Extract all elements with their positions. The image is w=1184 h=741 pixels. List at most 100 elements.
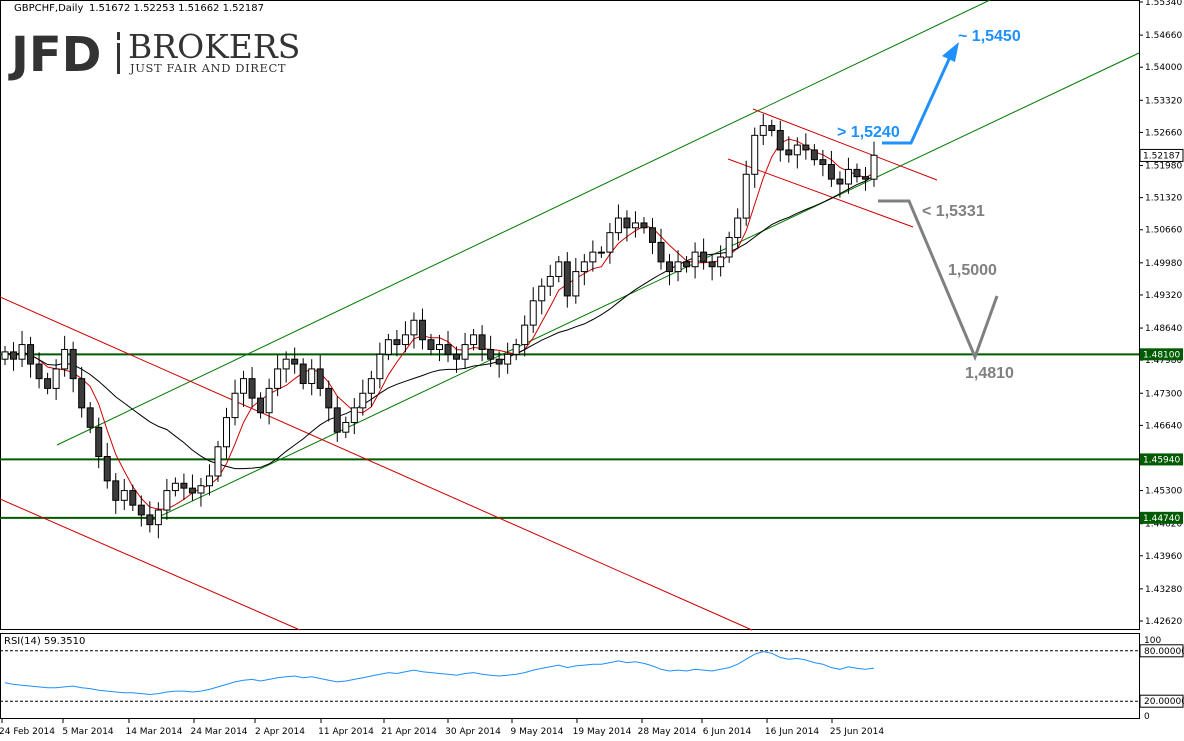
candle-body xyxy=(308,368,316,385)
candle-body xyxy=(444,344,452,355)
downtrend-upper-line xyxy=(0,296,753,631)
date-tick-label: 6 Jun 2014 xyxy=(703,727,752,737)
candle-body xyxy=(436,344,443,350)
candle-body xyxy=(231,392,239,419)
candle-body xyxy=(376,353,384,380)
candle-body xyxy=(265,387,273,414)
rsi-line xyxy=(4,651,875,696)
date-tick-label: 5 Mar 2014 xyxy=(62,727,114,737)
candle-body xyxy=(666,261,674,273)
annotation-target-1: > 1,5240 xyxy=(837,124,900,141)
candle-body xyxy=(86,407,94,428)
price-tick-label: 1.47980 xyxy=(1145,356,1182,366)
candle-body xyxy=(291,358,299,365)
candle-body xyxy=(759,125,767,136)
candle-body xyxy=(35,363,43,380)
candle-body xyxy=(27,344,35,365)
candle-body xyxy=(146,514,154,526)
candle-body xyxy=(367,378,375,394)
candle-body xyxy=(325,387,333,409)
annotation-support-3: 1,4810 xyxy=(965,365,1014,382)
bullish-projection-arrow xyxy=(882,56,952,145)
candle-body xyxy=(546,275,554,287)
candle-body xyxy=(248,378,256,399)
candle-body xyxy=(69,348,77,380)
candle-body xyxy=(95,426,103,458)
candle-body xyxy=(802,144,810,151)
date-tick-label: 24 Feb 2014 xyxy=(0,727,55,737)
candle-body xyxy=(768,125,776,131)
main-plot-frame xyxy=(0,0,1140,630)
candle-body xyxy=(827,164,835,180)
price-tick-label: 1.46640 xyxy=(1145,421,1182,431)
candle-body xyxy=(495,358,503,365)
candle-body xyxy=(461,344,469,360)
candle-body xyxy=(154,509,162,526)
level-price-label: 1.48100 xyxy=(1143,350,1180,360)
candle-body xyxy=(18,344,26,360)
price-tick-label: 1.54000 xyxy=(1145,63,1182,73)
candle-body xyxy=(282,358,290,370)
price-tick-label: 1.43280 xyxy=(1145,585,1182,595)
candle-body xyxy=(350,407,358,423)
price-tick-label: 1.53320 xyxy=(1145,96,1182,106)
price-tick-label: 1.52660 xyxy=(1145,128,1182,138)
candle-body xyxy=(717,256,725,268)
candle-body xyxy=(120,490,128,501)
rsi-tick-label: 20.00000 xyxy=(1144,697,1184,707)
candle-body xyxy=(333,407,341,433)
candle-body xyxy=(521,324,529,346)
logo-brokers-text: BROKERS xyxy=(128,27,300,66)
candle-body xyxy=(342,421,350,433)
candle-body xyxy=(563,261,571,297)
flag-upper-line xyxy=(752,108,938,181)
candle-body xyxy=(257,397,265,414)
date-tick-label: 14 Mar 2014 xyxy=(125,727,182,737)
price-tick-label: 1.44620 xyxy=(1145,520,1182,530)
candle-body xyxy=(572,271,580,297)
candle-body xyxy=(316,368,324,389)
candle-body xyxy=(504,353,512,365)
jfd-brokers-logo: JFD BROKERS JUST FAIR AND DIRECT xyxy=(8,27,300,83)
candle-body xyxy=(810,149,818,161)
price-tick-label: 1.48640 xyxy=(1145,324,1182,334)
candle-body xyxy=(793,144,801,156)
level-price-badge xyxy=(1140,348,1183,361)
candle-body xyxy=(171,482,179,492)
annotation-support-2: 1,5000 xyxy=(948,262,997,279)
candle-body xyxy=(742,173,750,219)
price-tick-label: 1.47300 xyxy=(1145,389,1182,399)
candle-body xyxy=(453,353,461,360)
candle-body xyxy=(606,232,614,253)
date-tick-label: 24 Mar 2014 xyxy=(190,727,247,737)
candle-body xyxy=(129,490,137,506)
date-tick-label: 25 Jun 2014 xyxy=(830,727,884,737)
candle-body xyxy=(470,334,478,346)
price-tick-label: 1.43960 xyxy=(1145,552,1182,562)
candle-body xyxy=(614,217,622,234)
candle-body xyxy=(657,241,665,263)
candle-body xyxy=(700,251,708,263)
candle-body xyxy=(137,504,145,516)
price-tick-label: 1.51980 xyxy=(1145,162,1182,172)
candle-body xyxy=(870,154,878,180)
candle-body xyxy=(487,348,495,360)
candle-body xyxy=(538,285,546,302)
candle-body xyxy=(725,237,733,258)
candle-body xyxy=(785,149,793,156)
candle-body xyxy=(597,251,605,254)
rsi-tick-label: 80.00000 xyxy=(1144,647,1184,657)
date-tick-label: 19 May 2014 xyxy=(573,727,632,737)
candle-body xyxy=(61,348,69,370)
rsi-plot-frame xyxy=(0,633,1140,719)
bearish-projection-arrow xyxy=(878,199,999,362)
candle-body xyxy=(529,300,537,326)
candle-body xyxy=(163,490,171,511)
price-tick-label: 1.45300 xyxy=(1145,487,1182,497)
candle-body xyxy=(691,251,699,268)
candle-body xyxy=(580,261,588,273)
date-tick-label: 2 Apr 2014 xyxy=(255,727,305,737)
rsi-tick-label: 100 xyxy=(1144,636,1161,646)
current-price-badge xyxy=(1139,148,1184,162)
